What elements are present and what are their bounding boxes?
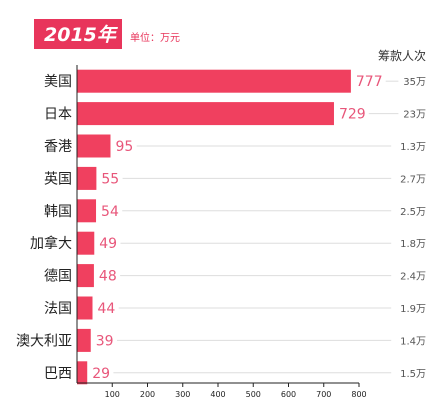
x-tick-label: 500 <box>246 390 261 399</box>
bar <box>77 264 94 288</box>
bar <box>77 69 351 93</box>
value-label: 54 <box>101 204 119 220</box>
right-count-label: 1.5万 <box>400 369 426 380</box>
category-label: 巴西 <box>44 366 72 382</box>
bar <box>77 199 97 223</box>
right-count-label: 2.4万 <box>400 272 426 283</box>
bar <box>77 231 95 255</box>
x-tick-label: 300 <box>175 390 190 399</box>
bar <box>77 102 334 126</box>
category-label: 韩国 <box>44 204 72 220</box>
value-label: 44 <box>98 301 116 317</box>
right-count-label: 2.7万 <box>400 174 426 185</box>
x-tick-label: 100 <box>105 390 120 399</box>
value-label: 55 <box>101 171 119 187</box>
right-column-header: 筹款人次 <box>378 49 426 63</box>
x-tick-label: 700 <box>316 390 331 399</box>
right-count-label: 23万 <box>403 110 426 121</box>
title-badge-background <box>34 19 122 49</box>
bar <box>77 166 97 190</box>
category-label: 香港 <box>44 139 72 155</box>
bar <box>77 328 91 352</box>
x-tick-label: 400 <box>210 390 225 399</box>
right-count-label: 1.8万 <box>400 239 426 250</box>
right-count-label: 2.5万 <box>400 207 426 218</box>
value-label: 39 <box>96 333 114 349</box>
category-label: 美国 <box>44 74 72 90</box>
category-label: 德国 <box>44 269 72 285</box>
chart-title: 2015年 <box>44 24 119 46</box>
right-count-label: 1.3万 <box>400 142 426 153</box>
right-count-label: 1.9万 <box>400 304 426 315</box>
unit-note: 单位：万元 <box>130 31 180 44</box>
category-label: 法国 <box>44 301 72 317</box>
category-label: 澳大利亚 <box>16 333 72 349</box>
bar <box>77 361 88 385</box>
value-label: 29 <box>92 366 110 382</box>
right-count-label: 35万 <box>403 77 426 88</box>
bar <box>77 134 111 158</box>
x-tick-label: 200 <box>140 390 155 399</box>
category-label: 加拿大 <box>30 235 72 252</box>
value-label: 729 <box>339 107 366 123</box>
value-label: 48 <box>99 269 117 285</box>
right-count-label: 1.4万 <box>400 336 426 347</box>
category-label: 日本 <box>44 107 72 123</box>
x-tick-label: 800 <box>351 390 366 399</box>
value-label: 49 <box>99 236 117 252</box>
value-label: 95 <box>115 139 133 155</box>
title-badge: 2015年 <box>34 19 122 49</box>
bar <box>77 296 93 320</box>
x-tick-label: 600 <box>281 390 296 399</box>
value-label: 777 <box>356 74 383 90</box>
category-label: 英国 <box>44 170 72 187</box>
